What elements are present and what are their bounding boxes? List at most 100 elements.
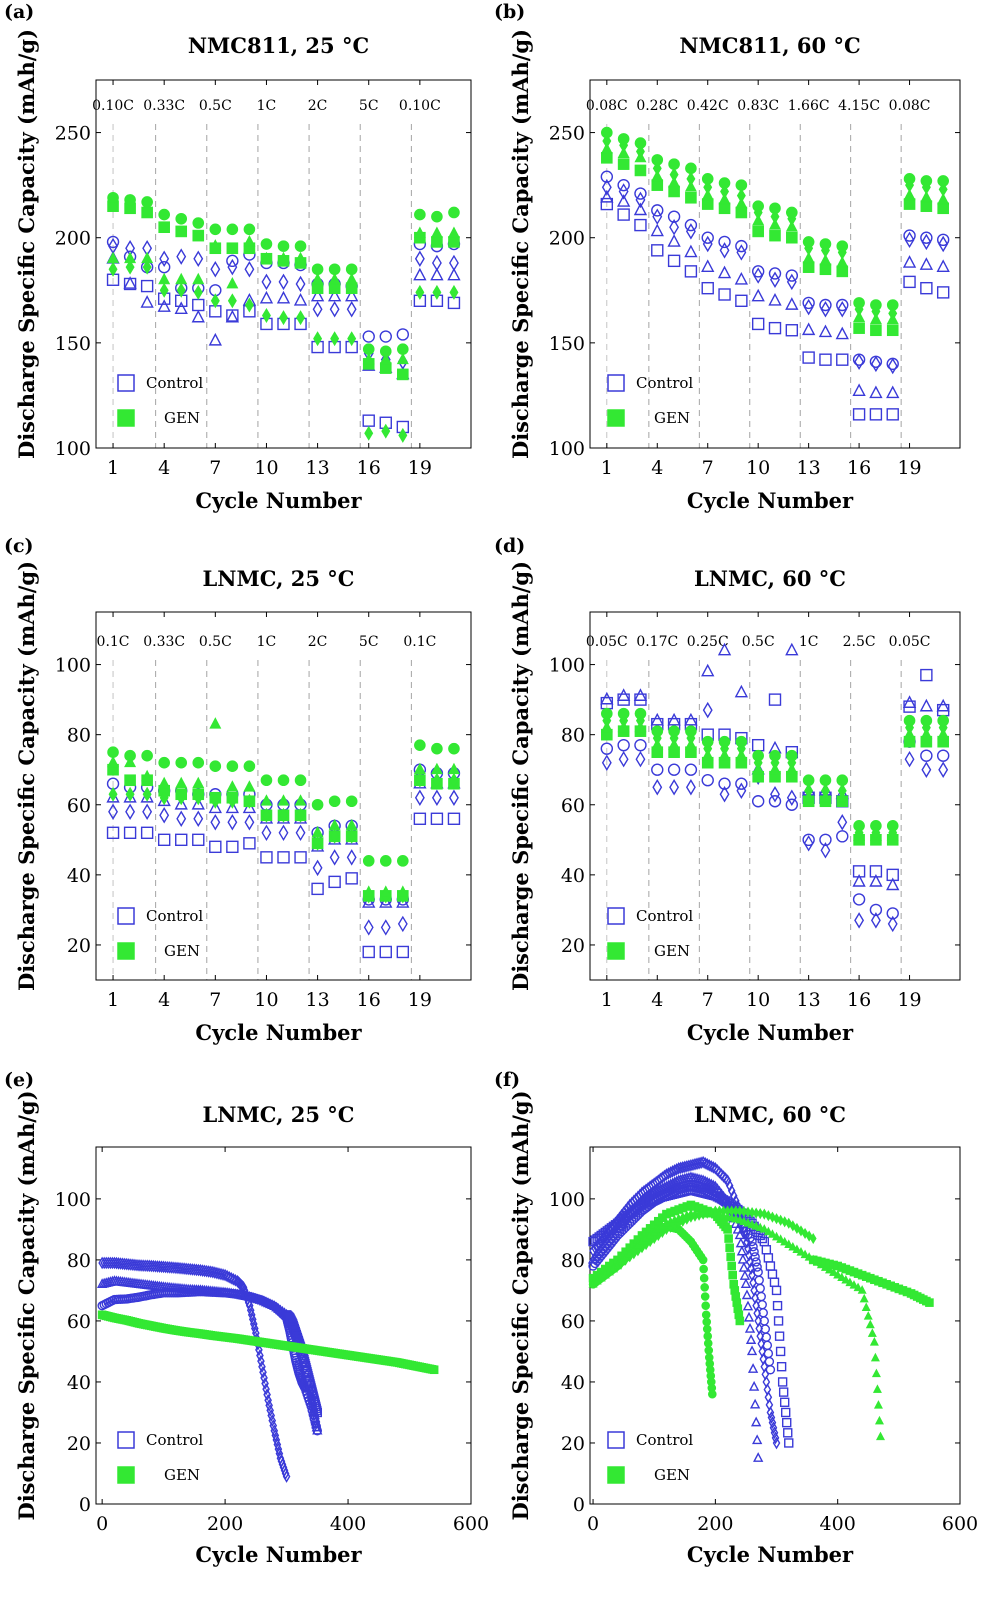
plot-area-frame	[95, 79, 472, 449]
data-point	[869, 874, 883, 887]
data-point	[765, 1365, 776, 1375]
y-tick-label: 40	[561, 1372, 585, 1394]
data-point	[701, 173, 714, 185]
data-point	[379, 945, 392, 959]
data-point	[902, 695, 917, 708]
rate-label: 5C	[359, 634, 379, 650]
data-point	[192, 229, 205, 242]
data-point	[260, 1371, 268, 1385]
data-point	[819, 774, 832, 787]
series-gen-square	[97, 1310, 439, 1375]
y-axis-label: Discharge Specific Capacity (mAh/g)	[14, 29, 39, 459]
data-point	[686, 171, 696, 187]
data-point	[260, 794, 273, 806]
data-point	[836, 774, 849, 787]
data-point	[431, 254, 442, 272]
data-point	[100, 1256, 109, 1270]
data-point	[819, 353, 832, 366]
data-point	[763, 1253, 774, 1263]
data-point	[261, 1377, 269, 1390]
rate-label: 2C	[308, 98, 328, 114]
series-gen-triangle	[107, 226, 460, 365]
data-point	[124, 194, 136, 206]
data-point	[430, 762, 443, 775]
data-point	[859, 1293, 869, 1303]
data-point	[193, 284, 203, 300]
x-tick-label: 10	[746, 989, 770, 1011]
data-point	[774, 1331, 785, 1341]
data-point	[704, 1346, 714, 1355]
legend-label: GEN	[164, 409, 200, 427]
data-point	[705, 1158, 714, 1172]
data-point	[328, 272, 341, 285]
data-point	[246, 1303, 255, 1317]
rate-label: 0.83C	[737, 98, 779, 114]
data-point	[703, 1331, 713, 1341]
data-point	[903, 714, 916, 727]
data-point	[756, 1208, 764, 1220]
data-point	[244, 814, 255, 831]
data-point	[768, 1416, 777, 1429]
data-point	[258, 1360, 266, 1374]
rate-label: 2C	[308, 634, 328, 650]
data-point	[804, 783, 814, 799]
data-point	[397, 915, 408, 933]
legend-entry-gen: GEN	[607, 1466, 690, 1484]
y-tick-label: 40	[67, 1372, 91, 1394]
data-point	[259, 1365, 267, 1379]
data-point	[684, 763, 698, 776]
rate-label: 4.15C	[838, 98, 880, 114]
data-point	[703, 1157, 712, 1171]
data-point	[176, 248, 187, 265]
data-point	[447, 812, 461, 825]
series-gen-diamond	[108, 259, 459, 443]
data-point	[841, 1274, 851, 1284]
data-point	[936, 259, 950, 272]
data-point	[796, 1247, 806, 1256]
data-point	[174, 301, 188, 315]
legend-entry-gen: GEN	[117, 409, 200, 427]
data-point	[669, 218, 680, 236]
data-point	[748, 1241, 758, 1252]
data-point	[262, 1382, 270, 1396]
legend-entry-gen: GEN	[117, 942, 200, 960]
data-point	[751, 1257, 761, 1267]
y-tick-label: 40	[561, 865, 585, 887]
data-point	[772, 1231, 782, 1241]
legend-entry-control: Control	[607, 374, 693, 392]
data-point	[770, 1426, 779, 1440]
data-point	[600, 197, 614, 211]
x-axis-label: Cycle Number	[195, 1542, 362, 1567]
data-point	[751, 265, 765, 278]
data-point	[226, 277, 239, 289]
series-control-square	[281, 1310, 323, 1418]
data-point	[363, 919, 374, 936]
data-point	[871, 1368, 881, 1378]
data-point	[786, 273, 797, 291]
data-point	[278, 273, 289, 291]
panel-f: (f) LNMC, 60 °C 0 200 400 600 0 20 40 60 80 100 Cycl…	[494, 1069, 978, 1567]
data-point	[920, 190, 933, 203]
data-point	[735, 179, 748, 191]
data-point	[448, 206, 460, 219]
data-point	[107, 746, 119, 758]
data-point	[651, 154, 664, 166]
data-point	[852, 353, 866, 366]
data-point	[601, 152, 613, 164]
data-point	[771, 1285, 782, 1296]
data-point	[380, 919, 391, 936]
data-point	[783, 1428, 793, 1438]
data-point	[768, 693, 782, 706]
data-point	[718, 735, 731, 748]
data-point	[725, 1243, 734, 1252]
data-point	[294, 240, 307, 252]
data-point	[210, 814, 221, 831]
data-point	[753, 1452, 764, 1462]
data-point	[104, 1256, 113, 1270]
data-point	[872, 1384, 882, 1393]
rate-label: 1C	[257, 98, 277, 114]
data-point	[875, 1431, 885, 1441]
data-point	[836, 255, 849, 268]
rate-label: 0.05C	[586, 634, 628, 650]
data-point	[209, 223, 222, 236]
